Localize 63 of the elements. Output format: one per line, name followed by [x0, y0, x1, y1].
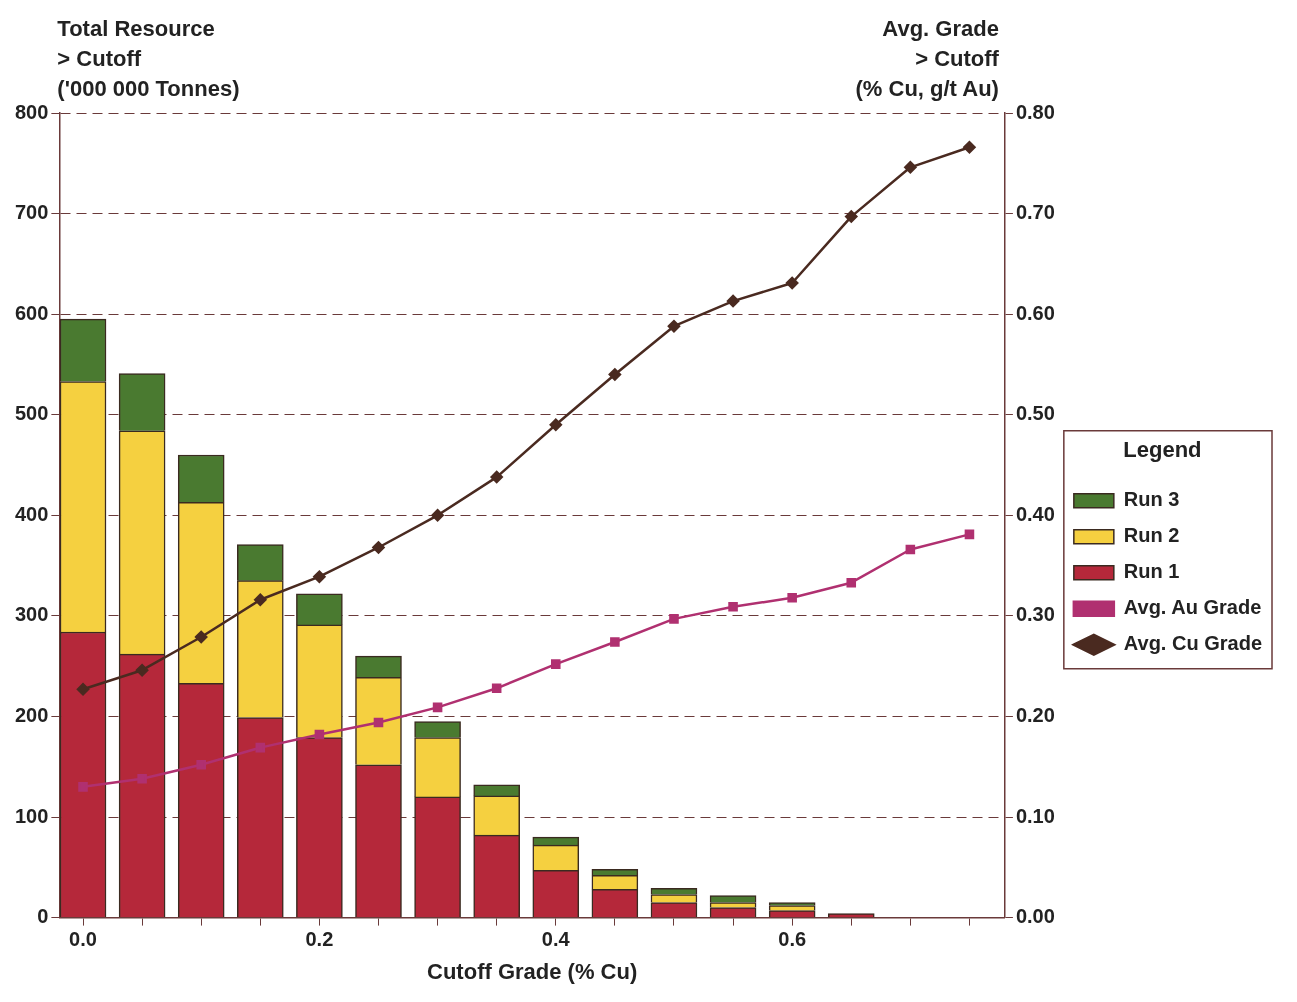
y2-tick-label: 0.50: [1015, 402, 1055, 425]
point: [610, 637, 620, 647]
x-tick-label: 0.2: [305, 928, 334, 951]
point: [135, 663, 149, 677]
y-tick-label: 300: [14, 603, 49, 626]
point: [785, 276, 799, 290]
point: [255, 742, 266, 753]
y-tick-label: 800: [14, 100, 49, 123]
legend-label: Run 3: [1123, 488, 1180, 511]
y2-tick-label: 0.20: [1015, 703, 1055, 726]
point: [491, 683, 502, 694]
point: [667, 319, 681, 333]
legend-label: Run 1: [1123, 560, 1180, 583]
y-tick-label: 200: [14, 703, 49, 726]
x-tick-label: 0.4: [541, 928, 571, 951]
y-tick-label: 600: [14, 301, 49, 324]
point: [254, 593, 267, 607]
y2-tick-label: 0.70: [1015, 201, 1055, 224]
point: [550, 659, 561, 669]
y2-axis-title: Avg. Grade > Cutoff (% Cu, g/t Au): [855, 16, 1000, 101]
point: [845, 210, 858, 223]
y2-tick-label: 0.80: [1015, 100, 1055, 123]
point: [314, 729, 325, 740]
point: [196, 759, 206, 770]
point: [608, 368, 622, 381]
x-axis-title: Cutoff Grade (% Cu): [427, 958, 638, 984]
y-tick-label: 100: [14, 804, 49, 827]
point: [78, 782, 88, 792]
point: [431, 509, 444, 522]
y2-tick-label: 0.40: [1015, 502, 1055, 525]
legend-label: Run 2: [1123, 524, 1180, 547]
point: [726, 294, 740, 308]
y-tick-label: 700: [14, 201, 49, 224]
point: [846, 577, 857, 588]
point: [76, 683, 90, 696]
x-tick-label: 0.0: [69, 928, 97, 951]
point: [372, 541, 385, 554]
x-tick-label: 0.6: [778, 928, 807, 951]
point: [490, 470, 503, 484]
y2-tick-label: 0.30: [1015, 603, 1055, 626]
y2-tick-label: 0.10: [1015, 804, 1055, 827]
y2-tick-label: 0.00: [1015, 905, 1055, 928]
point: [728, 602, 738, 612]
legend-label: Avg. Cu Grade: [1123, 632, 1263, 655]
point: [964, 529, 975, 540]
y-tick-label: 400: [14, 502, 49, 525]
legend-title: Legend: [1123, 437, 1202, 463]
point: [373, 717, 384, 728]
point: [905, 544, 916, 555]
y-tick-label: 500: [14, 402, 49, 425]
point: [137, 774, 147, 784]
point: [904, 161, 917, 174]
point: [963, 140, 976, 154]
point: [432, 702, 443, 713]
point: [313, 570, 326, 583]
point: [194, 630, 208, 644]
y-axis-title: Total Resource > Cutoff ('000 000 Tonnes): [57, 16, 240, 101]
y2-tick-label: 0.60: [1015, 301, 1055, 324]
point: [549, 418, 563, 432]
point: [669, 614, 679, 624]
legend-label: Avg. Au Grade: [1123, 596, 1262, 619]
y-tick-label: 0: [37, 905, 49, 928]
point: [787, 592, 797, 603]
